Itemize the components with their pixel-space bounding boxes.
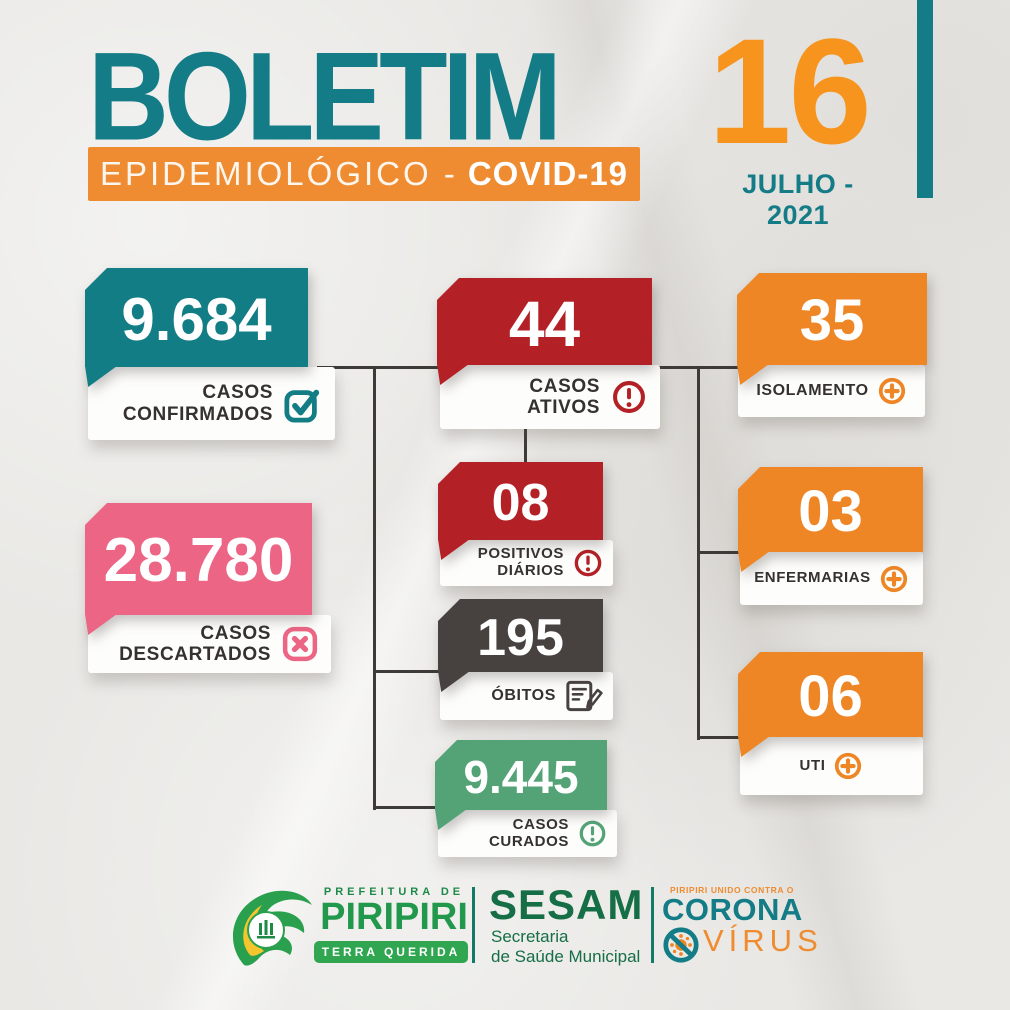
subtitle-bold: COVID-19 [467, 155, 629, 192]
stat-value: 35 [799, 288, 865, 353]
month-year: JULHO - 2021 [742, 169, 854, 230]
connector-line [373, 806, 441, 809]
no-virus-icon [663, 927, 699, 963]
plus-circle-icon [878, 377, 905, 405]
connector-line [373, 366, 376, 810]
virus-wordmark: VÍRUS [703, 923, 823, 958]
page-title: BOLETIM [88, 26, 562, 167]
stat-label: CASOS [512, 815, 569, 833]
stat-label: ENFERMARIAS [754, 569, 871, 587]
sesam-wordmark: SESAM [489, 881, 644, 928]
corona-wordmark: CORONA [662, 892, 803, 927]
terra-querida-banner: TERRA QUERIDA [314, 941, 468, 963]
footer-divider [472, 887, 475, 963]
stat-label: UTI [799, 756, 826, 774]
stat-value: 44 [508, 287, 581, 360]
stat-label-panel: POSITIVOS DIÁRIOS [440, 540, 613, 586]
stat-label: POSITIVOS [477, 545, 564, 563]
stat-label-panel: CASOS CONFIRMADOS [88, 367, 335, 440]
stat-label-panel: ISOLAMENTO [738, 365, 925, 417]
connector-line [697, 551, 745, 554]
alert-circle-icon [613, 381, 645, 413]
stat-value: 9.445 [463, 751, 579, 803]
stat-label: ATIVOS [527, 397, 600, 418]
check-square-icon [284, 389, 320, 423]
stat-value: 9.684 [121, 285, 272, 353]
subtitle-banner: EPIDEMIOLÓGICO - COVID-19 [88, 147, 640, 201]
connector-line [373, 670, 443, 673]
stat-value: 08 [491, 474, 550, 532]
corona-campaign-tagline: PIRIPIRI UNIDO CONTRA O [670, 885, 794, 895]
connector-line [697, 736, 745, 739]
stat-label: ÓBITOS [491, 687, 556, 705]
stat-label: CASOS [529, 375, 600, 397]
sesam-subtitle: Secretaria de Saúde Municipal [491, 927, 640, 967]
stat-label-panel: CASOS DESCARTADOS [88, 615, 331, 673]
subtitle-light: EPIDEMIOLÓGICO - [99, 155, 458, 192]
connector-line [524, 428, 527, 466]
prefeitura-de-label: PREFEITURA DE [323, 886, 465, 898]
stat-label: DESCARTADOS [119, 644, 271, 665]
memo-pencil-icon [566, 680, 603, 712]
sesam-subtitle-line1: Secretaria [491, 927, 569, 946]
stat-label: CONFIRMADOS [122, 403, 273, 425]
stat-label-panel: ÓBITOS [440, 672, 613, 720]
stat-label-panel: CASOS CURADOS [438, 810, 617, 857]
alert-circle-icon [574, 549, 602, 577]
stat-label: DIÁRIOS [497, 562, 564, 579]
alert-circle-icon [579, 820, 606, 847]
stat-label: ISOLAMENTO [756, 382, 869, 400]
day-number: 16 [708, 7, 872, 175]
stat-value: 28.780 [103, 526, 294, 595]
stat-value: 03 [798, 478, 863, 544]
piripiri-crest-logo [232, 890, 312, 966]
stat-label: CASOS [202, 382, 273, 404]
sesam-subtitle-line2: de Saúde Municipal [491, 947, 641, 967]
teal-side-bar [917, 0, 933, 198]
plus-circle-icon [880, 565, 907, 592]
footer-divider [651, 887, 654, 963]
stat-value: 06 [798, 663, 863, 729]
stat-label: CURADOS [488, 832, 569, 850]
plus-circle-icon [835, 752, 862, 780]
stat-label-panel: UTI [740, 737, 923, 795]
stat-label: CASOS [200, 622, 271, 644]
x-square-icon [282, 626, 318, 662]
stat-value: 195 [477, 608, 564, 667]
stat-label-panel: CASOS ATIVOS [440, 365, 660, 429]
stat-label-panel: ENFERMARIAS [740, 552, 923, 605]
piripiri-wordmark: PIRIPIRI [320, 896, 468, 938]
